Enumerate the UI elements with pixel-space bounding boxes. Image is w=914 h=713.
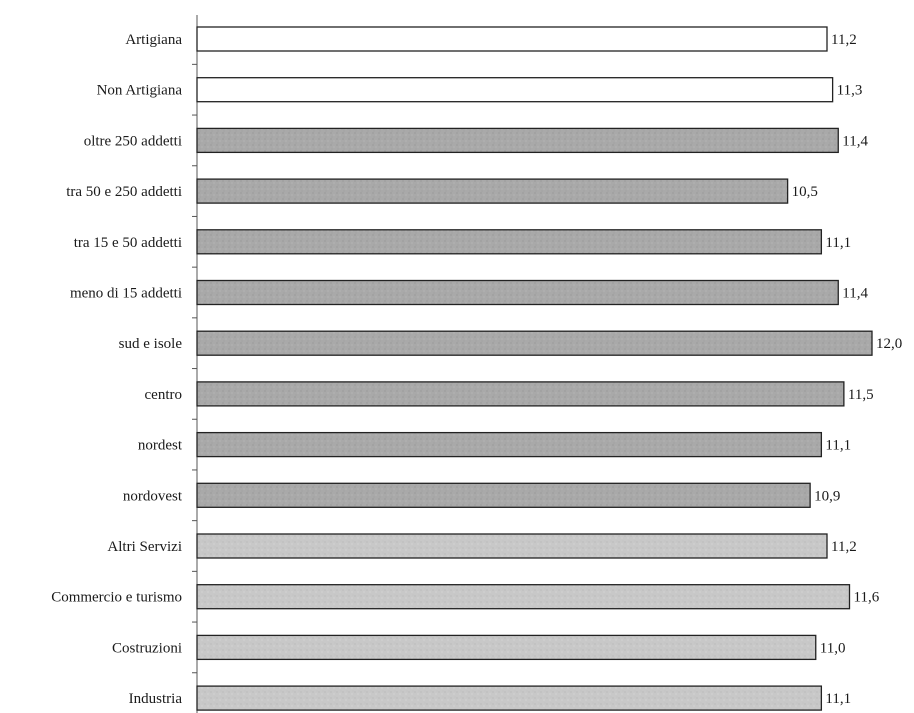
- value-label: 12,0: [876, 336, 902, 352]
- value-label: 11,2: [831, 32, 857, 48]
- value-label: 11,5: [848, 387, 874, 403]
- bar: [196, 685, 823, 711]
- category-label: oltre 250 addetti: [84, 133, 182, 149]
- category-label: Altri Servizi: [107, 539, 182, 555]
- category-label: sud e isole: [119, 336, 183, 352]
- value-labels: 11,2 11,3 11,4 10,5 11,1 11,4 12,0 11,5 11,1 10,9…: [792, 32, 903, 707]
- value-label: 11,1: [825, 235, 851, 251]
- y-axis: [192, 15, 198, 713]
- bar: [196, 431, 823, 458]
- bar: [196, 533, 828, 559]
- value-label: 11,4: [842, 133, 868, 149]
- category-label: meno di 15 addetti: [70, 286, 182, 302]
- category-label: Artigiana: [125, 32, 182, 48]
- value-label: 10,5: [792, 184, 818, 200]
- bar: [196, 178, 789, 204]
- category-label: Commercio e turismo: [51, 590, 182, 606]
- bar: [196, 279, 839, 306]
- category-label: Non Artigiana: [97, 83, 183, 99]
- value-label: 11,3: [837, 83, 863, 99]
- bar: [196, 381, 845, 407]
- category-label: nordest: [138, 438, 183, 454]
- category-label: Costruzioni: [112, 640, 182, 656]
- category-labels: Artigiana Non Artigiana oltre 250 addetti t…: [51, 32, 183, 707]
- bars: [196, 26, 873, 711]
- category-label: tra 15 e 50 addetti: [74, 235, 182, 251]
- value-label: 11,0: [820, 640, 846, 656]
- category-label: nordovest: [123, 488, 183, 504]
- value-label: 11,1: [825, 691, 851, 707]
- bar: [196, 229, 823, 255]
- bar: [196, 26, 828, 52]
- value-label: 11,6: [854, 590, 880, 606]
- bar: [196, 634, 817, 661]
- value-label: 11,2: [831, 539, 857, 555]
- bar: [196, 330, 873, 356]
- bar: [196, 77, 834, 103]
- bar: [196, 127, 839, 154]
- category-label: Industria: [129, 691, 183, 707]
- category-label: centro: [145, 387, 182, 403]
- value-label: 11,4: [842, 286, 868, 302]
- bar: [196, 584, 851, 610]
- category-label: tra 50 e 250 addetti: [66, 184, 182, 200]
- value-label: 11,1: [825, 438, 851, 454]
- value-label: 10,9: [814, 488, 840, 504]
- bar: [196, 482, 811, 508]
